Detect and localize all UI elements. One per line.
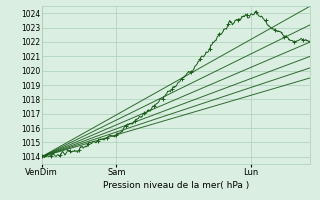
X-axis label: Pression niveau de la mer( hPa ): Pression niveau de la mer( hPa ) [103, 181, 249, 190]
